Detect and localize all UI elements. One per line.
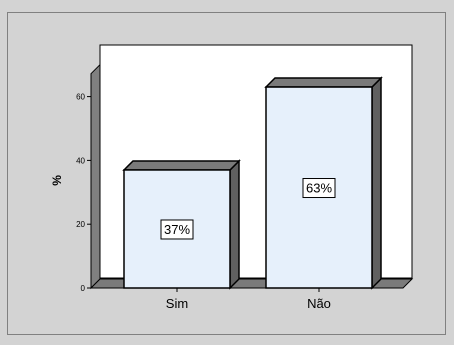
data-label-box [302,178,336,199]
bar-sim: 37% [122,159,241,290]
bar-n-o: 63% [264,76,383,290]
data-label-box [160,219,194,240]
bars: 37% 63% [122,76,383,290]
bar-side-face [371,76,382,290]
x-tick-label: Não [307,296,331,311]
data-label: 37% [164,222,190,237]
data-label: 63% [306,181,332,196]
chart-frame [7,12,446,335]
left-wall [90,63,101,290]
bar-top-face [264,77,383,88]
x-tick-label: Sim [166,296,188,311]
bar-side-face [229,159,240,290]
y-axis: 0 20 40 60 [76,73,92,293]
bar-top-face [122,160,241,171]
x-axis-labels: Sim Não [166,288,331,311]
y-tick-label: 60 [76,93,85,102]
y-axis-label: % [50,175,64,186]
y-tick-label: 20 [76,220,85,229]
y-tick-label: 40 [76,156,85,165]
y-tick-label: 0 [81,284,86,293]
